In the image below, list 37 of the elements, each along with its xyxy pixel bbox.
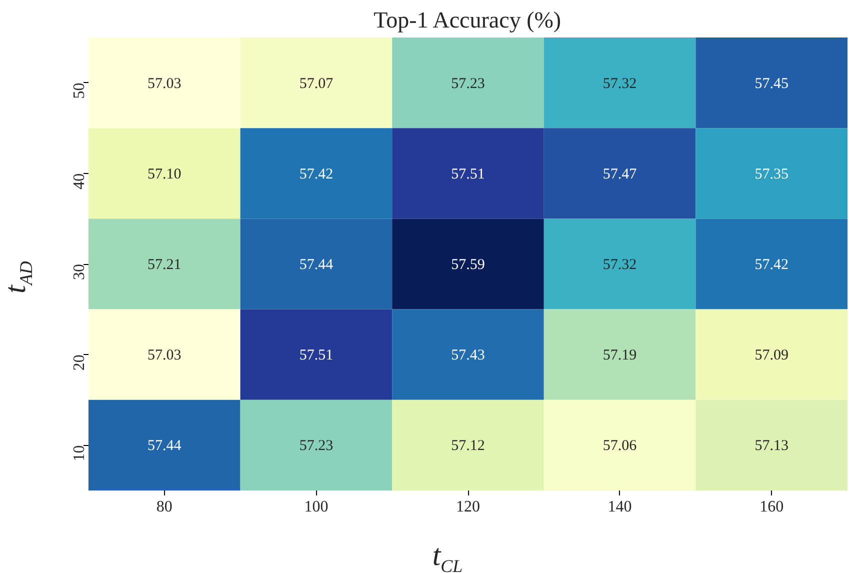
data-label: 57.59 xyxy=(451,257,485,273)
data-label: 57.12 xyxy=(451,438,485,454)
data-label: 57.23 xyxy=(299,438,334,454)
data-label: 57.09 xyxy=(754,348,788,364)
y-tick-label: 30 xyxy=(71,264,88,280)
x-axis-title: t$_{CL}$ xyxy=(432,539,463,573)
data-label: 57.47 xyxy=(602,166,638,182)
data-label: 57.03 xyxy=(148,76,182,92)
data-label: 57.21 xyxy=(148,257,182,273)
data-label: 57.06 xyxy=(602,438,638,454)
x-tick-label: 100 xyxy=(304,498,328,516)
data-label: 57.51 xyxy=(299,348,334,364)
y-tick-label: 40 xyxy=(71,173,88,190)
data-label: 57.07 xyxy=(299,76,334,92)
data-label: 57.51 xyxy=(451,166,485,182)
data-label: 57.43 xyxy=(451,348,485,364)
x-tick-label: 140 xyxy=(608,498,632,516)
data-label: 57.03 xyxy=(148,348,182,364)
data-label: 57.44 xyxy=(148,438,182,454)
data-label: 57.23 xyxy=(451,76,485,92)
y-tick-label: 50 xyxy=(71,82,88,99)
chart-title: Top-1 Accuracy (%) xyxy=(374,8,562,32)
data-label: 57.44 xyxy=(299,257,334,273)
x-tick-label: 120 xyxy=(456,498,480,516)
data-label: 57.35 xyxy=(754,166,788,182)
data-label: 57.45 xyxy=(754,76,788,92)
y-tick-label: 10 xyxy=(71,445,88,462)
data-label: 57.32 xyxy=(602,257,637,273)
data-label: 57.19 xyxy=(602,348,637,364)
data-label: 57.42 xyxy=(754,257,788,273)
x-tick-label: 160 xyxy=(760,498,784,516)
data-label: 57.42 xyxy=(299,166,334,182)
data-label: 57.32 xyxy=(602,76,637,92)
data-label: 57.13 xyxy=(754,438,788,454)
x-tick-label: 80 xyxy=(156,498,172,516)
y-tick-label: 20 xyxy=(71,354,88,371)
data-label: 57.10 xyxy=(148,166,182,182)
